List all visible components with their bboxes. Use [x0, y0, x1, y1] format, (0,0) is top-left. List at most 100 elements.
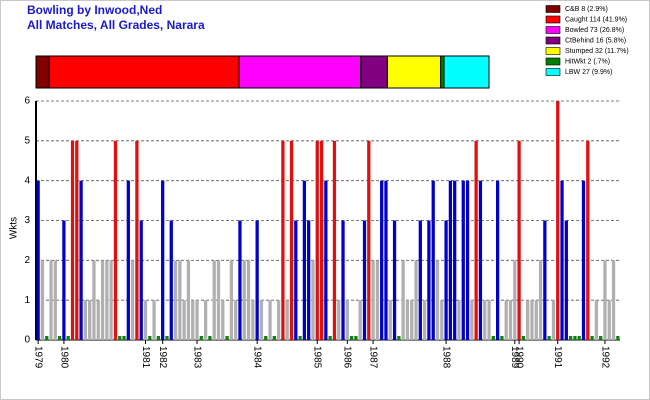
bar — [203, 300, 208, 340]
bar — [556, 101, 560, 340]
bar — [139, 220, 143, 340]
bar — [36, 180, 40, 340]
bar — [611, 260, 616, 340]
bar — [586, 140, 590, 340]
bar — [530, 300, 534, 340]
bar — [100, 260, 105, 340]
bar — [568, 336, 573, 340]
bar — [461, 180, 465, 340]
bar — [242, 260, 246, 340]
bar — [255, 220, 259, 340]
bar — [234, 300, 238, 340]
bar — [212, 260, 216, 340]
bar — [358, 300, 362, 340]
bar — [405, 300, 410, 340]
bar — [375, 260, 380, 340]
bar — [362, 220, 367, 340]
bar — [543, 220, 547, 340]
bar — [281, 140, 285, 340]
bar — [371, 260, 375, 340]
bar — [470, 300, 474, 340]
bar — [315, 140, 319, 340]
bar — [311, 260, 315, 340]
bar — [302, 180, 307, 340]
bar — [513, 260, 517, 340]
bar — [195, 300, 199, 340]
bar — [422, 300, 427, 340]
bar — [208, 336, 212, 340]
bar — [487, 300, 491, 340]
bar — [324, 180, 328, 340]
bar — [418, 220, 422, 340]
legend-label: Bowled 73 (26.8%) — [565, 27, 624, 34]
bar — [319, 140, 324, 340]
y-tick-label: 6 — [24, 96, 30, 107]
bar — [526, 300, 530, 340]
bar — [547, 336, 551, 340]
bar — [349, 336, 354, 340]
y-tick-label: 2 — [24, 255, 30, 266]
bar — [354, 336, 358, 340]
bar — [521, 336, 526, 340]
bar — [251, 300, 255, 340]
bar — [122, 336, 126, 340]
chart-title: Bowling by Inwood,Ned — [27, 3, 162, 17]
bar — [45, 336, 49, 340]
bar — [560, 180, 564, 340]
bar — [337, 300, 341, 340]
y-tick-label: 1 — [24, 295, 30, 306]
bar — [66, 336, 70, 340]
bar — [40, 260, 45, 340]
bar — [62, 220, 66, 340]
bar — [57, 336, 62, 340]
bar — [500, 336, 504, 340]
bar — [410, 300, 414, 340]
bar — [118, 336, 122, 340]
bar — [113, 140, 118, 340]
dismissal-segment — [443, 55, 490, 89]
bar — [307, 220, 311, 340]
bar — [148, 336, 152, 340]
bar — [216, 260, 221, 340]
dismissal-segment — [360, 55, 388, 89]
bar — [590, 336, 594, 340]
bar — [341, 220, 345, 340]
legend-label: C&B 8 (2.9%) — [565, 6, 608, 13]
bar — [53, 260, 57, 340]
bar — [551, 300, 556, 340]
bar — [414, 260, 418, 340]
y-axis-label: Wkts — [9, 217, 20, 239]
bar — [178, 260, 182, 340]
bar — [448, 180, 453, 340]
bar — [431, 180, 435, 340]
bar — [173, 260, 178, 340]
bar — [109, 260, 113, 340]
x-tick-label: 1980 — [58, 346, 69, 369]
bar — [367, 140, 371, 340]
bar — [186, 260, 191, 340]
bar — [478, 180, 483, 340]
bar — [491, 336, 495, 340]
bar — [238, 220, 242, 340]
dismissal-segment — [238, 55, 362, 89]
bar — [577, 336, 581, 340]
bar — [392, 220, 397, 340]
bar — [397, 336, 401, 340]
x-tick-label: 1987 — [367, 346, 378, 369]
bar — [538, 260, 543, 340]
x-tick-label: 1984 — [252, 346, 263, 369]
legend-label: HitWkt 2 (.7%) — [565, 58, 610, 65]
bar — [534, 300, 538, 340]
bar — [294, 220, 298, 340]
bar — [229, 260, 234, 340]
bar — [289, 140, 294, 340]
bar — [573, 336, 577, 340]
bar — [135, 140, 139, 340]
bar — [191, 300, 195, 340]
bar — [156, 336, 161, 340]
bar — [75, 140, 79, 340]
bar — [380, 180, 384, 340]
bar — [92, 260, 96, 340]
bar — [70, 140, 75, 340]
